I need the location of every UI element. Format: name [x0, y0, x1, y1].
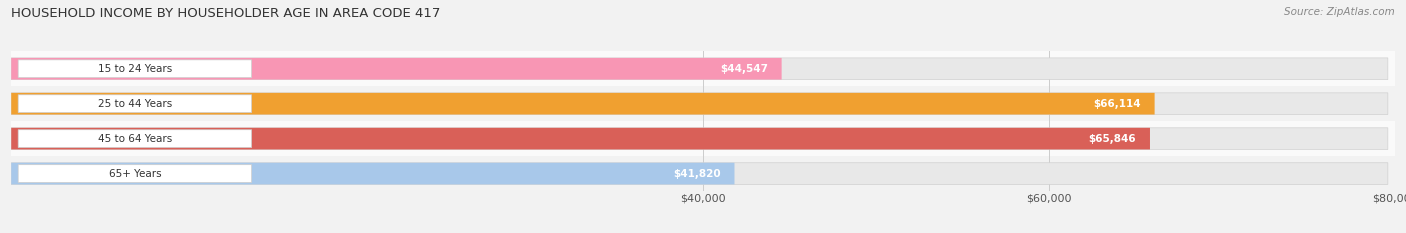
Text: 65+ Years: 65+ Years — [108, 169, 162, 178]
Text: HOUSEHOLD INCOME BY HOUSEHOLDER AGE IN AREA CODE 417: HOUSEHOLD INCOME BY HOUSEHOLDER AGE IN A… — [11, 7, 440, 20]
FancyBboxPatch shape — [18, 60, 252, 78]
Bar — [11, 86, 1395, 121]
FancyBboxPatch shape — [11, 163, 1388, 185]
Text: $65,846: $65,846 — [1088, 134, 1136, 144]
FancyBboxPatch shape — [11, 163, 734, 185]
Text: Source: ZipAtlas.com: Source: ZipAtlas.com — [1284, 7, 1395, 17]
FancyBboxPatch shape — [11, 128, 1150, 150]
Text: 15 to 24 Years: 15 to 24 Years — [98, 64, 172, 74]
FancyBboxPatch shape — [18, 165, 252, 182]
Text: $44,547: $44,547 — [720, 64, 768, 74]
FancyBboxPatch shape — [11, 128, 1388, 150]
FancyBboxPatch shape — [11, 93, 1388, 115]
Bar — [11, 156, 1395, 191]
FancyBboxPatch shape — [18, 130, 252, 147]
Text: 25 to 44 Years: 25 to 44 Years — [98, 99, 172, 109]
Bar — [11, 51, 1395, 86]
Text: $41,820: $41,820 — [673, 169, 721, 178]
FancyBboxPatch shape — [11, 93, 1154, 115]
FancyBboxPatch shape — [11, 58, 1388, 80]
Bar — [11, 121, 1395, 156]
Text: 45 to 64 Years: 45 to 64 Years — [98, 134, 172, 144]
FancyBboxPatch shape — [18, 95, 252, 113]
FancyBboxPatch shape — [11, 58, 782, 80]
Text: $66,114: $66,114 — [1092, 99, 1140, 109]
